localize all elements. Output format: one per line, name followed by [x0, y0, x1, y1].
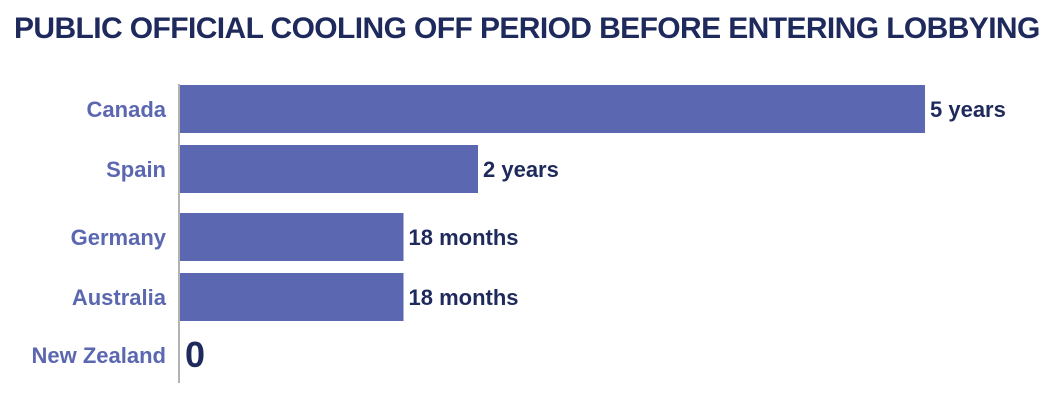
bar-australia: [180, 273, 404, 321]
value-label-spain: 2 years: [483, 157, 559, 182]
value-label-canada: 5 years: [930, 97, 1006, 122]
category-label-spain: Spain: [106, 157, 166, 182]
category-label-new-zealand: New Zealand: [32, 343, 166, 368]
category-label-australia: Australia: [72, 285, 167, 310]
value-label-germany: 18 months: [409, 225, 519, 250]
category-label-germany: Germany: [71, 225, 167, 250]
bar-germany: [180, 213, 404, 261]
value-label-new-zealand: 0: [185, 334, 205, 375]
chart-title: PUBLIC OFFICIAL COOLING OFF PERIOD BEFOR…: [14, 12, 1040, 45]
category-label-canada: Canada: [87, 97, 167, 122]
value-label-australia: 18 months: [409, 285, 519, 310]
bar-canada: [180, 85, 925, 133]
bar-spain: [180, 145, 478, 193]
